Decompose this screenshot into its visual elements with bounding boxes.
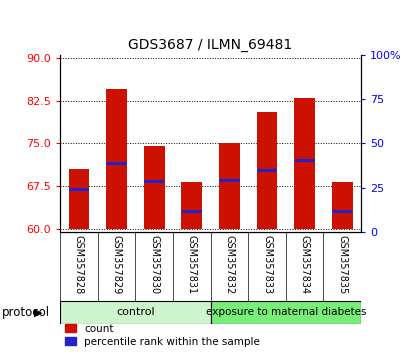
Text: GSM357832: GSM357832 (225, 235, 234, 295)
Text: GSM357830: GSM357830 (149, 235, 159, 295)
Bar (107, 162, 127, 165)
Bar (257, 169, 277, 172)
Bar (211, 301, 361, 324)
Title: GDS3687 / ILMN_69481: GDS3687 / ILMN_69481 (129, 39, 293, 52)
Bar (60, 301, 211, 324)
Text: GSM357828: GSM357828 (74, 235, 84, 295)
Bar (294, 98, 315, 229)
Bar (181, 182, 202, 229)
Bar (106, 89, 127, 229)
Bar (219, 179, 239, 182)
Text: GSM357834: GSM357834 (300, 235, 310, 295)
Text: protocol: protocol (2, 306, 50, 319)
Text: control: control (116, 307, 155, 318)
Text: GSM357829: GSM357829 (112, 235, 122, 295)
Text: GSM357833: GSM357833 (262, 235, 272, 295)
Bar (219, 143, 240, 229)
Bar (68, 169, 89, 229)
Text: GSM357835: GSM357835 (337, 235, 347, 295)
Text: ▶: ▶ (34, 307, 42, 318)
Bar (69, 188, 89, 191)
Bar (257, 112, 277, 229)
Bar (144, 180, 164, 183)
Text: GSM357831: GSM357831 (187, 235, 197, 295)
Bar (332, 182, 353, 229)
Bar (182, 210, 202, 213)
Bar (144, 146, 164, 229)
Legend: count, percentile rank within the sample: count, percentile rank within the sample (66, 324, 260, 347)
Bar (332, 210, 352, 213)
Text: exposure to maternal diabetes: exposure to maternal diabetes (205, 307, 366, 318)
Bar (295, 159, 315, 162)
